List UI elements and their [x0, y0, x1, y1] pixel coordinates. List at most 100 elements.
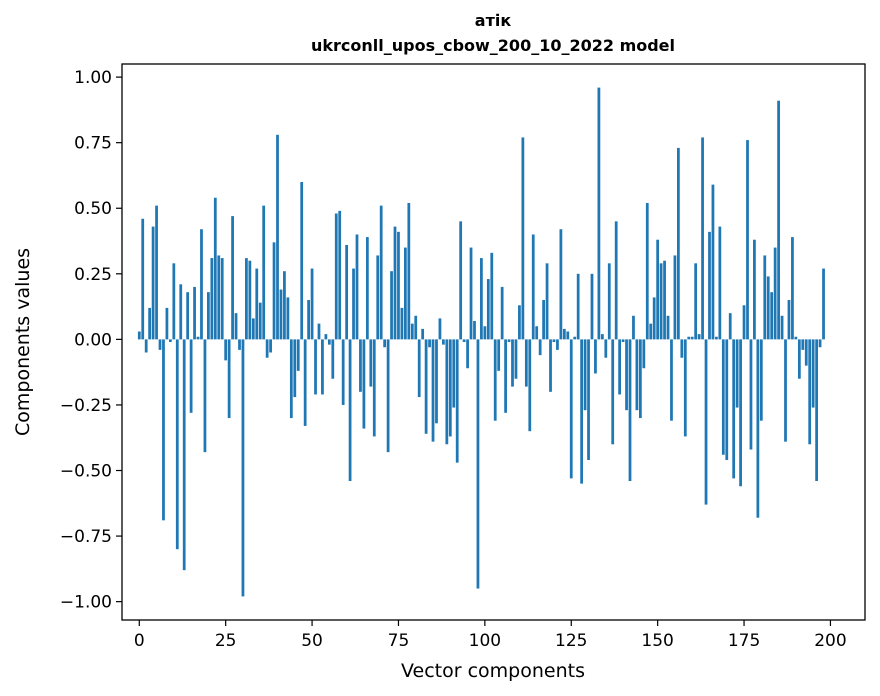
bar-177	[749, 339, 753, 450]
bar-25	[224, 339, 228, 361]
bar-5	[155, 205, 158, 340]
bar-140	[621, 339, 625, 342]
bar-62	[352, 268, 355, 340]
x-axis-label: Vector components	[401, 660, 585, 682]
bar-104	[497, 339, 501, 371]
x-tick-label-50: 50	[301, 631, 323, 651]
bar-162	[697, 334, 701, 340]
bar-176	[746, 140, 749, 340]
bar-90	[448, 339, 452, 437]
y-tick-label-2: −0.50	[60, 462, 112, 482]
bar-6	[158, 339, 162, 350]
bar-120	[552, 339, 556, 342]
bar-36	[262, 205, 266, 340]
bar-66	[365, 237, 369, 340]
bar-192	[801, 339, 805, 350]
bar-195	[811, 339, 815, 408]
bar-10	[172, 263, 176, 340]
bar-122	[559, 229, 563, 340]
bar-161	[694, 263, 698, 340]
bar-18	[200, 229, 203, 340]
bar-109	[514, 339, 518, 379]
bar-71	[383, 339, 387, 348]
bar-127	[576, 273, 580, 340]
bar-8	[165, 307, 169, 340]
bar-166	[711, 184, 715, 340]
bar-4	[151, 226, 155, 340]
bar-151	[659, 263, 663, 340]
bar-35	[258, 302, 262, 340]
bar-89	[445, 339, 449, 445]
bar-168	[718, 226, 722, 340]
bar-189	[791, 237, 794, 340]
bar-180	[759, 339, 763, 421]
bar-83	[424, 339, 428, 434]
bar-125	[569, 339, 573, 479]
bar-141	[625, 339, 628, 411]
bar-57	[334, 213, 338, 340]
bar-95	[466, 339, 469, 369]
bar-0	[137, 331, 141, 340]
bar-84	[428, 339, 431, 348]
bar-88	[442, 339, 445, 345]
bar-157	[680, 339, 684, 358]
bar-43	[286, 297, 290, 340]
x-tick-label-100: 100	[469, 631, 501, 651]
x-tick-label-75: 75	[388, 631, 410, 651]
bar-13	[182, 339, 186, 571]
bar-14	[186, 292, 190, 340]
bar-186	[780, 315, 784, 340]
bar-144	[635, 339, 639, 411]
bar-181	[763, 255, 767, 340]
bar-147	[645, 203, 649, 340]
bar-68	[372, 339, 376, 437]
bar-38	[269, 339, 272, 353]
bar-158	[683, 339, 687, 437]
bar-179	[756, 339, 760, 518]
bar-170	[725, 339, 729, 461]
x-tick-label-0: 0	[134, 631, 145, 651]
bar-108	[511, 339, 514, 387]
bar-190	[794, 336, 798, 340]
bar-129	[583, 339, 587, 411]
bar-86	[435, 339, 438, 424]
bar-132	[594, 339, 597, 374]
bar-133	[597, 87, 601, 340]
bar-70	[379, 205, 383, 340]
bar-92	[455, 339, 459, 463]
chart-title-line1: атік	[475, 11, 512, 30]
bar-16	[193, 286, 196, 340]
bar-52	[317, 323, 321, 340]
bar-121	[556, 339, 559, 350]
bar-134	[600, 334, 604, 340]
bar-136	[607, 263, 611, 340]
bar-198	[822, 268, 825, 340]
bar-9	[169, 339, 172, 342]
bar-105	[500, 286, 504, 340]
bar-78	[407, 203, 411, 340]
bar-33	[251, 318, 255, 340]
bar-42	[283, 271, 286, 340]
bar-142	[628, 339, 632, 481]
bar-107	[507, 339, 511, 342]
bar-182	[766, 276, 770, 340]
bar-15	[189, 339, 193, 413]
x-tick-label-200: 200	[814, 631, 846, 651]
bar-23	[217, 255, 221, 340]
bar-24	[220, 258, 224, 340]
bar-73	[390, 271, 393, 340]
bar-114	[531, 234, 535, 340]
bar-123	[562, 328, 566, 340]
bar-167	[715, 336, 718, 340]
bar-194	[808, 339, 812, 445]
bar-32	[248, 260, 252, 340]
bar-110	[518, 305, 521, 340]
y-axis-label: Components values	[12, 248, 34, 436]
bar-130	[587, 339, 590, 461]
bar-193	[804, 339, 808, 366]
bar-2	[144, 339, 148, 353]
bar-185	[777, 100, 780, 340]
bar-65	[362, 339, 366, 429]
bar-149	[652, 297, 656, 340]
